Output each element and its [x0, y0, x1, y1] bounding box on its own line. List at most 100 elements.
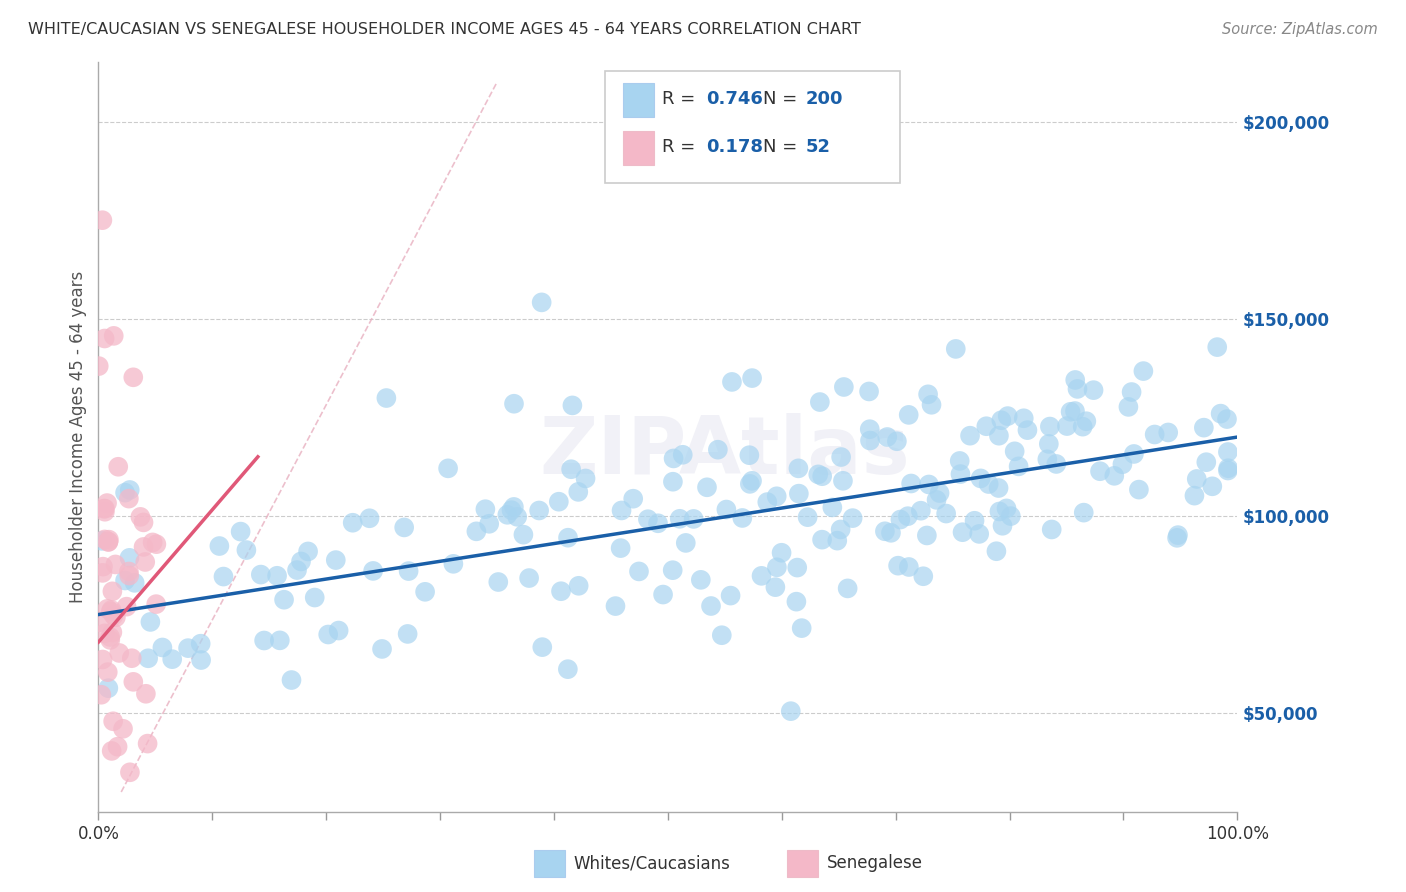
Point	[1073, 506, 1095, 520]
Point	[91, 566, 114, 580]
Point	[101, 625, 124, 640]
Text: Source: ZipAtlas.com: Source: ZipAtlas.com	[1222, 22, 1378, 37]
Point	[987, 481, 1010, 495]
Point	[557, 531, 579, 545]
Point	[229, 524, 252, 539]
Point	[91, 559, 114, 574]
Point	[135, 687, 157, 701]
Point	[779, 704, 801, 718]
Point	[530, 295, 553, 310]
Point	[375, 391, 398, 405]
Point	[280, 673, 302, 687]
Point	[567, 484, 589, 499]
Point	[547, 494, 569, 508]
Point	[190, 637, 212, 651]
Point	[177, 641, 200, 656]
Point	[637, 512, 659, 526]
Point	[967, 527, 990, 541]
Point	[1218, 461, 1240, 475]
Point	[696, 480, 718, 494]
Point	[104, 610, 127, 624]
Point	[652, 588, 675, 602]
Point	[859, 434, 882, 448]
Point	[114, 574, 136, 588]
Point	[136, 737, 159, 751]
Point	[361, 564, 384, 578]
Point	[93, 501, 115, 516]
Point	[716, 502, 738, 516]
Point	[605, 599, 627, 613]
Point	[132, 516, 155, 530]
Point	[1216, 445, 1239, 459]
Point	[478, 516, 501, 531]
Point	[830, 523, 852, 537]
Point	[1076, 414, 1098, 428]
Point	[100, 605, 122, 619]
Point	[89, 615, 111, 630]
Point	[502, 500, 524, 514]
Point	[832, 474, 855, 488]
Point	[807, 467, 830, 482]
Point	[991, 518, 1014, 533]
Point	[1017, 423, 1039, 437]
Point	[118, 565, 141, 579]
Point	[208, 539, 231, 553]
Point	[741, 371, 763, 385]
Point	[886, 434, 908, 449]
Point	[503, 397, 526, 411]
Point	[786, 560, 808, 574]
Point	[889, 512, 911, 526]
Point	[915, 528, 938, 542]
Point	[1143, 427, 1166, 442]
Point	[928, 486, 950, 500]
Text: 0.178: 0.178	[706, 138, 763, 156]
Point	[647, 516, 669, 531]
Point	[396, 627, 419, 641]
Point	[1066, 382, 1088, 396]
Point	[1064, 373, 1087, 387]
Point	[1071, 419, 1094, 434]
Point	[506, 509, 529, 524]
Text: Senegalese: Senegalese	[827, 855, 922, 872]
Point	[108, 646, 131, 660]
Point	[266, 568, 288, 582]
Point	[1192, 420, 1215, 434]
Point	[825, 533, 848, 548]
Point	[96, 602, 118, 616]
Point	[413, 584, 436, 599]
Point	[496, 508, 519, 522]
Point	[731, 511, 754, 525]
Point	[832, 380, 855, 394]
Point	[610, 503, 633, 517]
Point	[90, 688, 112, 702]
Point	[921, 398, 943, 412]
Point	[1036, 452, 1059, 467]
Point	[1004, 444, 1026, 458]
Point	[787, 486, 810, 500]
Point	[94, 505, 117, 519]
Point	[1104, 468, 1126, 483]
Point	[118, 483, 141, 497]
Point	[1039, 419, 1062, 434]
Point	[132, 540, 155, 554]
Text: R =: R =	[662, 138, 702, 156]
Point	[741, 474, 763, 488]
Point	[621, 491, 644, 506]
Point	[235, 543, 257, 558]
Point	[1038, 437, 1060, 451]
Point	[917, 387, 939, 401]
Point	[121, 651, 143, 665]
Point	[91, 652, 114, 666]
Point	[97, 534, 120, 549]
Point	[100, 603, 122, 617]
Point	[297, 544, 319, 558]
Point	[98, 632, 121, 647]
Point	[963, 514, 986, 528]
Point	[134, 555, 156, 569]
Point	[763, 580, 786, 594]
Point	[304, 591, 326, 605]
Point	[1121, 384, 1143, 399]
Point	[1206, 340, 1229, 354]
Point	[949, 454, 972, 468]
Point	[114, 485, 136, 500]
